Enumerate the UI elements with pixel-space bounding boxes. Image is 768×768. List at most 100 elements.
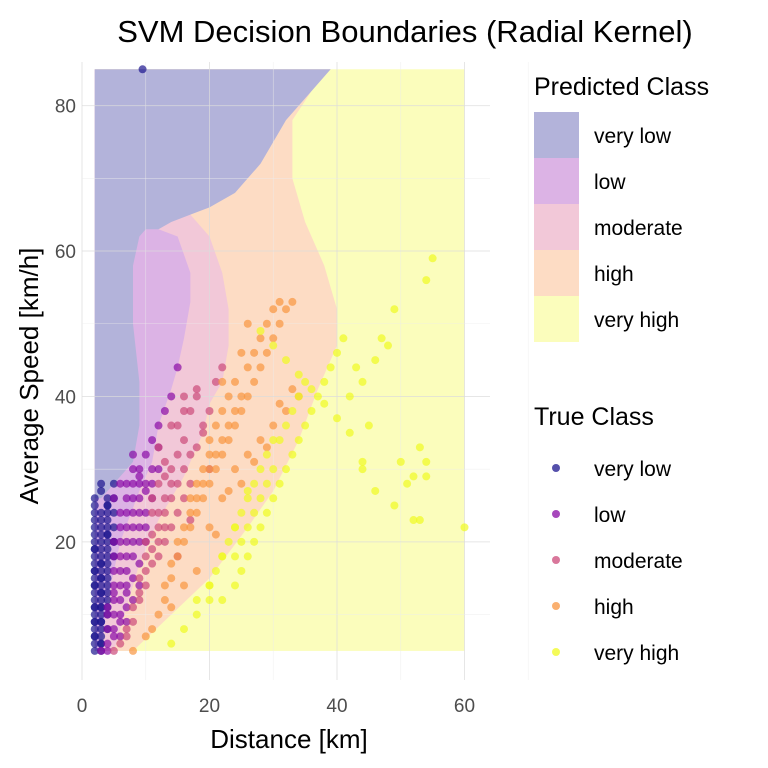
point-very-low <box>97 574 106 583</box>
point-moderate <box>167 494 176 503</box>
point-high <box>237 392 246 401</box>
point-very-high <box>237 537 246 546</box>
point-high <box>186 494 195 503</box>
point-very-low <box>90 625 99 634</box>
point-very-low <box>109 479 118 488</box>
point-very-low <box>90 603 99 612</box>
point-high <box>218 494 227 503</box>
point-very-high <box>390 305 399 314</box>
point-low <box>97 646 106 655</box>
point-very-low <box>103 588 112 597</box>
legend-key-point-very-high <box>552 648 560 656</box>
point-very-low <box>90 559 99 568</box>
point-very-high <box>409 516 418 525</box>
point-very-high <box>415 443 424 452</box>
point-low <box>116 523 125 532</box>
point-moderate <box>180 494 188 503</box>
point-moderate <box>180 465 188 474</box>
point-low <box>122 552 131 561</box>
point-very-low <box>90 537 99 546</box>
point-very-high <box>415 516 424 525</box>
point-very-high <box>269 465 278 474</box>
point-low <box>122 494 131 503</box>
point-low <box>122 603 131 612</box>
legend-label-true: very low <box>594 458 672 481</box>
point-very-low <box>103 566 112 575</box>
point-moderate <box>116 639 125 648</box>
legend-label-predicted: very high <box>594 309 679 332</box>
point-very-high <box>288 450 297 459</box>
point-high <box>269 421 278 430</box>
point-high <box>211 465 220 474</box>
point-high <box>173 552 182 561</box>
point-moderate <box>180 436 188 445</box>
point-moderate <box>154 552 163 561</box>
point-moderate <box>122 632 131 641</box>
point-very-low <box>90 610 99 619</box>
point-moderate <box>186 479 195 488</box>
point-moderate <box>154 479 163 488</box>
point-very-low <box>97 610 106 619</box>
point-low <box>129 596 137 605</box>
point-low <box>129 523 137 532</box>
point-high <box>243 363 252 372</box>
point-very-high <box>390 501 399 510</box>
point-low <box>129 494 137 503</box>
point-very-high <box>269 436 278 445</box>
point-very-high <box>358 377 367 386</box>
point-moderate <box>160 537 169 546</box>
point-very-low <box>90 523 99 532</box>
point-very-high <box>294 370 303 379</box>
point-very-high <box>313 392 322 401</box>
point-high <box>256 363 265 372</box>
legend-key-region-high <box>534 250 579 296</box>
point-very-low <box>97 523 106 532</box>
point-high <box>269 334 278 343</box>
point-low <box>129 537 137 546</box>
legend-label-true: low <box>594 504 626 527</box>
point-low <box>141 450 150 459</box>
point-moderate <box>141 552 150 561</box>
point-very-low <box>97 566 106 575</box>
point-high <box>180 537 188 546</box>
point-low <box>135 559 144 568</box>
point-high <box>167 574 176 583</box>
point-low <box>129 508 137 517</box>
point-low <box>135 479 144 488</box>
point-high <box>186 508 195 517</box>
point-low <box>160 406 169 415</box>
point-low <box>129 552 137 561</box>
point-very-high <box>294 392 303 401</box>
point-low <box>135 465 144 474</box>
point-high <box>243 392 252 401</box>
point-low <box>148 465 157 474</box>
point-very-low <box>90 508 99 517</box>
point-high <box>205 436 214 445</box>
point-low <box>103 646 112 655</box>
point-moderate <box>148 494 157 503</box>
point-very-high <box>428 254 437 263</box>
point-moderate <box>192 443 201 452</box>
point-very-low <box>97 508 106 517</box>
point-very-low <box>138 65 147 74</box>
point-high <box>180 523 188 532</box>
point-very-high <box>371 356 380 365</box>
point-high <box>211 530 220 539</box>
point-very-high <box>231 523 239 532</box>
point-high <box>269 305 278 314</box>
point-moderate <box>160 472 169 481</box>
point-high <box>148 625 157 634</box>
point-very-low <box>103 581 112 590</box>
point-very-high <box>237 566 246 575</box>
point-moderate <box>129 603 137 612</box>
point-very-high <box>256 465 265 474</box>
point-high <box>243 450 252 459</box>
point-high <box>192 479 201 488</box>
point-moderate <box>160 457 169 466</box>
point-high <box>167 559 176 568</box>
point-very-low <box>90 646 99 655</box>
point-very-high <box>237 508 246 517</box>
point-low <box>116 581 125 590</box>
point-low <box>109 566 118 575</box>
